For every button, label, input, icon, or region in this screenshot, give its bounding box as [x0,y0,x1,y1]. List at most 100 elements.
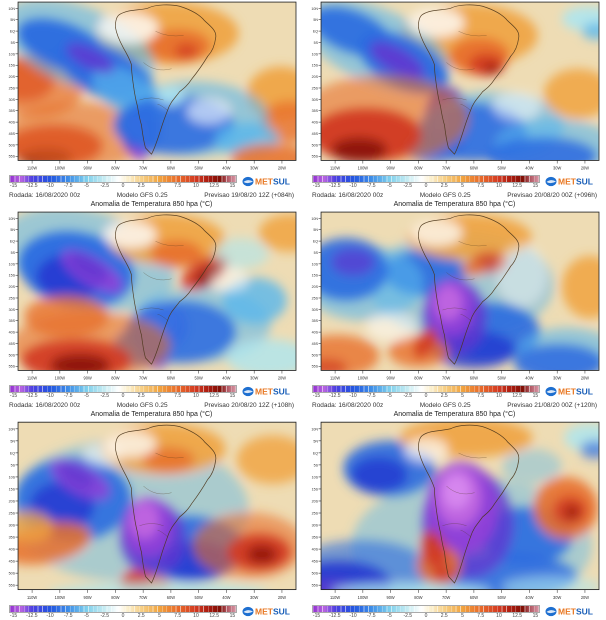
longitude-label: 60W [167,595,175,600]
svg-text:METSUL: METSUL [255,177,290,187]
colorbar-tick: 10 [193,393,199,399]
panel-5: Anomalia de Temperatura 850 hpa (°C) 110… [0,410,303,620]
longitude-label: 40W [525,375,533,380]
caption-2: Rodada: 16/08/2020 00z Modelo GFS 0.25 P… [308,190,601,200]
latitude-label: 50S [9,353,16,357]
longitude-label: 20W [581,165,589,170]
metsul-swirl-icon [546,610,556,614]
south-america-coastline [418,214,520,365]
colorbar-tick: 15 [229,183,236,189]
map-title: Anomalia de Temperatura 850 hpa (°C) [90,201,213,208]
colorbar-4: -15 -12.5 -10 -7.5 -5 -2.5 0 2.5 5 7.5 10 12.5 15 [312,385,540,400]
longitude-label: 30W [553,595,561,600]
colorbar-tick: -5 [387,393,392,399]
latitude-label: 20S [312,75,319,79]
longitude-label: 40W [525,165,533,170]
south-america-coastline [418,4,520,155]
colorbar-tick: -12.5 [329,613,341,619]
anomaly-field [321,2,599,161]
colorbar-tick: -10 [349,183,357,189]
latitude-label: 20S [312,499,319,503]
colorbar-tick: -5 [84,393,89,399]
latitude-label: 5N [10,18,15,22]
colorbar-tick: -10 [46,393,54,399]
panel-3: Anomalia de Temperatura 850 hpa (°C) 110… [0,200,303,410]
colorbar-tick: 12.5 [512,393,523,399]
longitude-label: 30W [553,165,561,170]
longitude-label: 80W [111,375,119,380]
longitude-label: 30W [250,595,258,600]
longitude-label: 100W [55,375,66,380]
anomaly-map-1: 110W 100W 90W 80W 70W 60W 50W 40W 30W 20W 10N 5N EQ 5… [5,0,298,175]
colorbar-2: -15 -12.5 -10 -7.5 -5 -2.5 0 2.5 5 7.5 10 12.5 15 [312,175,540,190]
longitude-label: 20W [278,375,286,380]
anomaly-field [18,423,296,590]
longitude-label: 40W [222,595,230,600]
run-label: Rodada: 16/08/2020 00z [9,191,81,199]
longitude-label: 90W [386,375,394,380]
colorbar-row-6: -15 -12.5 -10 -7.5 -5 -2.5 0 2.5 5 7.5 10 12.5 15 ME… [308,605,601,620]
temperature-anomaly-map: 110W 100W 90W 80W 70W 60W 50W 40W 30W 20W 10N 5N EQ 5… [8,211,297,380]
latitude-label: 50S [9,143,16,147]
latitude-label: 5S [11,463,16,467]
colorbar-tick: 10 [496,613,502,619]
latitude-label: 5N [313,228,318,232]
anomaly-field [321,422,599,590]
colorbar-tick: 0 [424,393,428,399]
colorbar-tick: -7.5 [366,393,376,399]
colorbar-tick: 5 [461,613,464,619]
metsul-swirl-icon [546,390,556,394]
anomaly-map-5: 110W 100W 90W 80W 70W 60W 50W 40W 30W 20W 10N 5N EQ 5… [5,420,298,605]
valid-label: Previsao 19/08/20 12Z (+084h) [204,191,294,199]
map-title: Anomalia de Temperatura 850 hpa (°C) [393,201,516,208]
latitude-label: 5N [313,18,318,22]
colorbar-tick: -15 [312,393,321,399]
colorbar-tick: 12.5 [512,613,523,619]
colorbar-tick: 5 [461,183,464,189]
anomaly-map-3: 110W 100W 90W 80W 70W 60W 50W 40W 30W 20W 10N 5N EQ 5… [5,210,298,385]
longitude-label: 70W [442,165,450,170]
valid-label: Previsao 21/08/20 00Z (+120h) [507,401,597,409]
longitude-label: 100W [358,595,368,600]
colorbar-gradient [312,175,540,183]
temperature-anomaly-map: 110W 100W 90W 80W 70W 60W 50W 40W 30W 20W 10N 5N EQ 5… [311,211,600,380]
map-frame [17,211,297,371]
longitude-label: 20W [278,165,286,170]
colorbar-tick: -12.5 [329,183,341,189]
latitude-label: 30S [312,523,319,527]
colorbar-tick: 10 [193,613,199,619]
valid-label: Previsao 20/08/20 00Z (+096h) [507,191,597,199]
longitude-label: 50W [498,375,506,380]
anomaly-map-6: 110W 100W 90W 80W 70W 60W 50W 40W 30W 20W 10N 5N EQ 5… [308,420,601,605]
colorbar-tick: 0 [424,183,428,189]
longitude-label: 70W [139,595,147,600]
colorbar-tick: -2.5 [100,183,110,189]
colorbar-tick: 2.5 [440,613,448,619]
longitude-label: 70W [442,595,450,600]
colorbar-tick: -2.5 [100,393,110,399]
colorbar-3: -15 -12.5 -10 -7.5 -5 -2.5 0 2.5 5 7.5 10 12.5 15 [9,385,237,400]
colorbar-tick: 10 [496,183,502,189]
latitude-label: 10N [8,7,15,11]
colorbar-tick: -12.5 [26,183,38,189]
longitude-label: 80W [414,595,422,600]
colorbar-gradient [9,385,237,393]
latitude-label: 50S [312,572,319,576]
longitude-label: 30W [250,375,258,380]
colorbar-tick: -15 [9,183,18,189]
run-label: Rodada: 16/08/2020 00z [9,401,81,409]
colorbar-tick: -15 [9,393,18,399]
latitude-label: 40S [312,547,319,551]
latitude-label: 25S [9,296,16,300]
longitude-label: 90W [83,375,91,380]
colorbar-tick: -7.5 [366,183,376,189]
latitude-label: 10S [9,262,16,266]
longitude-label: 70W [139,165,147,170]
longitude-label: 50W [195,165,203,170]
latitude-label: 5S [314,463,319,467]
latitude-label: 35S [312,109,319,113]
longitude-label: 80W [111,595,119,600]
latitude-label: 50S [312,353,319,357]
